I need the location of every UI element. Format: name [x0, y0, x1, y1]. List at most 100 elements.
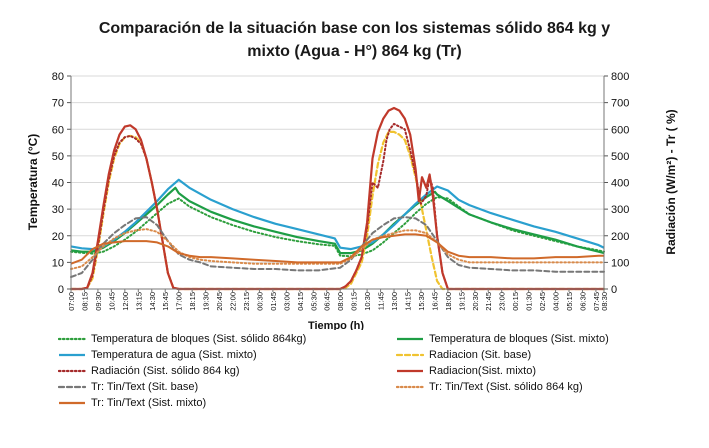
x-tick-label: 07:00	[67, 292, 76, 311]
legend-item: Tr: Tin/Text (Sit. base)	[58, 379, 198, 395]
y-tick-label: 20	[52, 231, 64, 243]
x-tick-label: 21:45	[484, 292, 493, 311]
legend-label: Radiacion(Sist. mixto)	[429, 365, 536, 377]
x-tick-label: 00:30	[255, 292, 264, 311]
x-tick-label: 06:30	[578, 292, 587, 311]
x-tick-label: 13:00	[390, 292, 399, 311]
x-tick-label: 01:45	[269, 292, 278, 311]
legend-swatch	[58, 337, 86, 341]
y2-tick-label: 300	[611, 204, 629, 216]
x-tick-label: 07:45	[592, 292, 601, 311]
y-tick-label: 50	[52, 151, 64, 163]
chart-plot: 0102030405060708001002003004005006007008…	[26, 71, 678, 330]
axes: 0102030405060708001002003004005006007008…	[52, 71, 630, 311]
legend-swatch	[59, 353, 85, 357]
y-tick-label: 60	[52, 124, 64, 136]
series-line-8	[70, 228, 605, 270]
legend-item: Temperatura de bloques (Sist. mixto)	[396, 331, 609, 347]
x-tick-label: 23:15	[242, 292, 251, 311]
chart-title-line-2: mixto (Agua - H°) 864 kg (Tr)	[247, 43, 462, 60]
x-tick-label: 08:15	[80, 292, 89, 311]
legend-item: Radiacion(Sist. mixto)	[396, 363, 536, 379]
legend-label: Radiacion (Sit. base)	[429, 349, 532, 361]
series-line-9	[70, 233, 604, 265]
x-tick-label: 22:00	[229, 292, 238, 311]
y-tick-label: 30	[52, 204, 64, 216]
x-tick-label: 15:30	[417, 292, 426, 311]
legend-swatch	[396, 353, 424, 357]
y-tick-label: 80	[52, 71, 64, 83]
y2-tick-label: 100	[611, 257, 629, 269]
y2-tick-label: 200	[611, 231, 629, 243]
x-tick-label: 04:00	[552, 292, 561, 311]
x-tick-label: 09:15	[350, 292, 359, 311]
legend-label: Tr: Tin/Text (Sit. base)	[91, 381, 199, 393]
x-tick-label: 02:45	[538, 292, 547, 311]
chart-title-line-1: Comparación de la situación base con los…	[98, 20, 611, 37]
y2-tick-label: 0	[611, 284, 617, 296]
x-tick-label: 16:45	[430, 292, 439, 311]
legend-swatch	[396, 385, 424, 389]
y2-axis-label: Radiación (W/m²) - Tr ( %)	[664, 109, 678, 254]
x-tick-label: 09:30	[94, 292, 103, 311]
legend-swatch	[58, 385, 86, 389]
series-line-7	[70, 216, 605, 278]
x-tick-label: 11:45	[377, 292, 386, 310]
grid	[71, 75, 604, 263]
legend-label: Radiación (Sist. sólido 864 kg)	[91, 365, 240, 377]
x-tick-label: 08:30	[600, 292, 609, 311]
x-tick-label: 19:15	[457, 292, 466, 311]
legend-swatch	[59, 401, 85, 405]
x-tick-label: 14:15	[403, 292, 412, 311]
x-tick-label: 23:00	[498, 292, 507, 311]
x-tick-label: 10:45	[107, 292, 116, 311]
y-tick-label: 40	[52, 178, 64, 190]
x-tick-label: 20:45	[215, 292, 224, 311]
x-tick-label: 15:45	[161, 292, 170, 311]
legend-label: Temperatura de bloques (Sist. sólido 864…	[91, 333, 307, 345]
series-line-3	[70, 178, 605, 251]
legend-swatch	[58, 369, 86, 373]
x-tick-label: 17:00	[175, 292, 184, 311]
legend-swatch	[397, 337, 423, 341]
legend-label: Temperatura de bloques (Sist. mixto)	[429, 333, 609, 345]
legend-label: Tr: Tin/Text (Sist. sólido 864 kg)	[429, 381, 583, 393]
x-tick-label: 20:30	[471, 292, 480, 311]
legend-item: Temperatura de bloques (Sist. sólido 864…	[58, 331, 306, 347]
legend-item: Radiación (Sist. sólido 864 kg)	[58, 363, 240, 379]
legend-item: Temperatura de agua (Sist. mixto)	[58, 347, 257, 363]
legend-item: Tr: Tin/Text (Sist. mixto)	[58, 395, 206, 411]
x-tick-label: 12:00	[121, 292, 130, 311]
x-tick-label: 05:15	[565, 292, 574, 311]
legend-swatch	[397, 369, 423, 373]
y2-tick-label: 400	[611, 178, 629, 190]
x-tick-label: 13:15	[134, 292, 143, 311]
y-tick-label: 70	[52, 98, 64, 110]
y2-tick-label: 500	[611, 151, 629, 163]
x-tick-label: 14:30	[148, 292, 157, 311]
x-axis-label: Tiempo (h)	[308, 320, 364, 330]
x-tick-label: 18:15	[188, 292, 197, 311]
y2-tick-label: 600	[611, 124, 629, 136]
x-tick-label: 18:00	[444, 292, 453, 311]
legend-item: Radiacion (Sit. base)	[396, 347, 531, 363]
y-axis-label: Temperatura (°C)	[26, 134, 40, 231]
x-tick-label: 00:15	[511, 292, 520, 311]
y2-tick-label: 800	[611, 71, 629, 83]
y-tick-label: 10	[52, 257, 64, 269]
y-tick-label: 0	[58, 284, 64, 296]
legend-label: Tr: Tin/Text (Sist. mixto)	[91, 397, 207, 409]
x-tick-label: 19:30	[202, 292, 211, 311]
legend-label: Temperatura de agua (Sist. mixto)	[91, 349, 257, 361]
legend-item: Tr: Tin/Text (Sist. sólido 864 kg)	[396, 379, 583, 395]
x-tick-label: 08:00	[336, 292, 345, 311]
x-tick-label: 01:30	[525, 292, 534, 311]
x-tick-label: 06:45	[323, 292, 332, 311]
x-tick-label: 04:15	[296, 292, 305, 311]
x-tick-label: 03:00	[282, 292, 291, 311]
series-layer	[69, 106, 606, 291]
x-tick-label: 05:30	[309, 292, 318, 311]
x-tick-label: 10:30	[363, 292, 372, 311]
y2-tick-label: 700	[611, 98, 629, 110]
